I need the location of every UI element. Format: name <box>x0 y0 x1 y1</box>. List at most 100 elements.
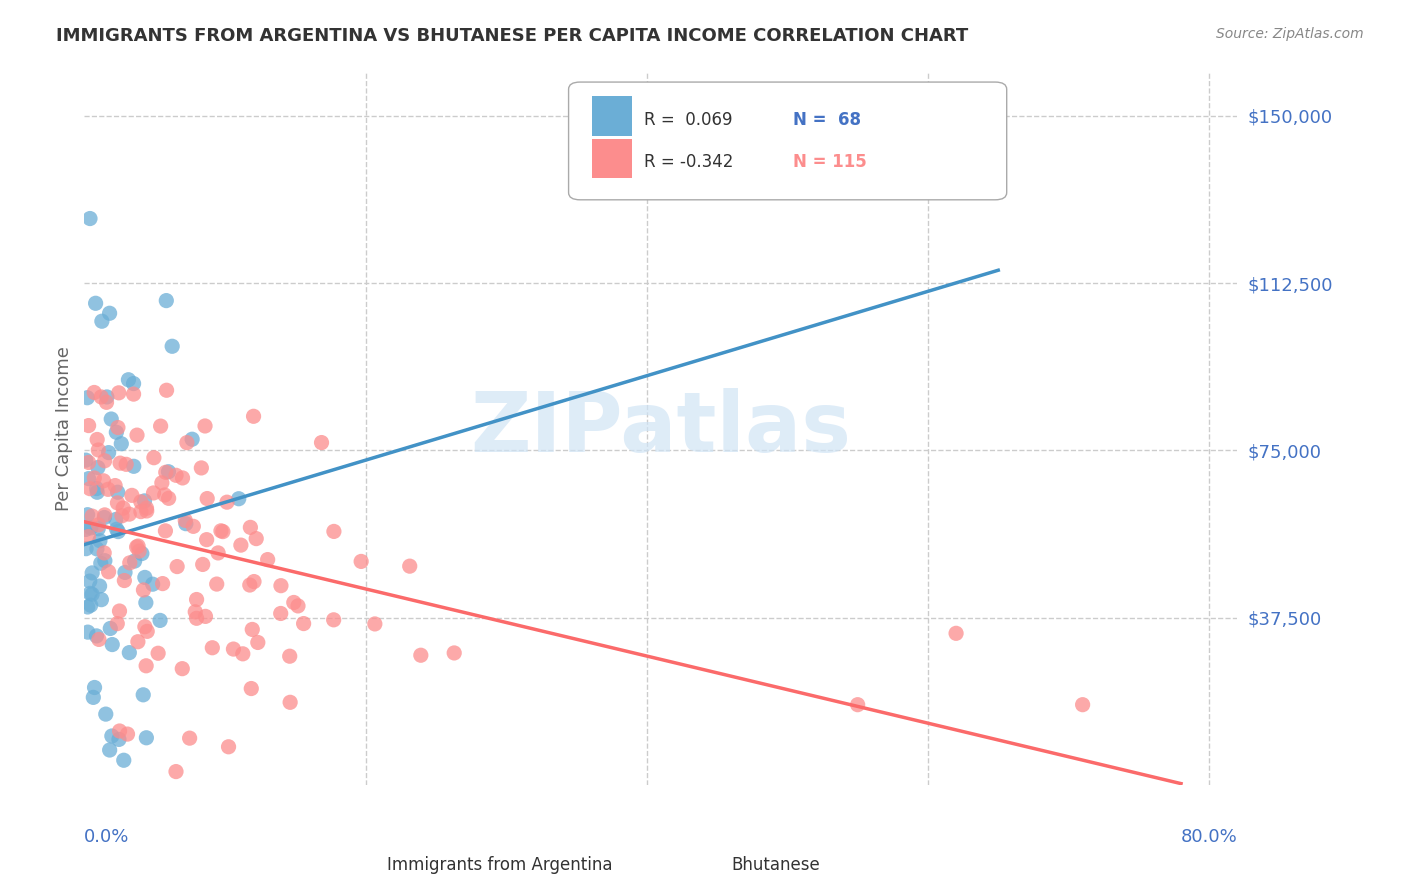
Point <box>90 592 112 607</box>
Point <box>172 662 194 676</box>
Point <box>194 419 217 434</box>
Point <box>107 485 129 500</box>
Point <box>239 578 262 592</box>
Point <box>134 570 156 584</box>
Point <box>82 690 104 705</box>
Point <box>287 599 309 613</box>
Point <box>1071 698 1094 712</box>
FancyBboxPatch shape <box>592 96 633 136</box>
Point <box>153 488 176 502</box>
Point <box>86 482 108 496</box>
Point <box>77 455 100 469</box>
Point <box>270 579 292 593</box>
Point <box>87 522 110 536</box>
Point <box>122 376 145 391</box>
Point <box>118 646 141 660</box>
Point <box>90 390 112 404</box>
Point <box>184 605 207 619</box>
Point <box>96 390 118 404</box>
FancyBboxPatch shape <box>373 842 402 871</box>
Point <box>104 512 127 526</box>
Point <box>82 509 104 524</box>
Point <box>86 485 108 500</box>
Point <box>104 478 127 492</box>
Point <box>108 732 131 747</box>
Point <box>278 649 301 664</box>
Text: N = 115: N = 115 <box>793 153 868 171</box>
Point <box>111 508 134 523</box>
Point <box>945 626 967 640</box>
Point <box>155 293 177 308</box>
Point <box>105 616 128 631</box>
Point <box>195 491 218 506</box>
Point <box>117 373 139 387</box>
Point <box>157 465 180 479</box>
Point <box>150 475 173 490</box>
Point <box>160 339 183 353</box>
Point <box>190 461 212 475</box>
Point <box>90 556 112 570</box>
Point <box>87 442 110 457</box>
Point <box>79 211 101 226</box>
Point <box>228 491 250 506</box>
Point <box>222 642 245 657</box>
Point <box>191 558 214 572</box>
Point <box>209 524 232 538</box>
Point <box>101 729 124 743</box>
Point <box>112 753 135 767</box>
Text: Source: ZipAtlas.com: Source: ZipAtlas.com <box>1216 27 1364 41</box>
Point <box>118 556 141 570</box>
Point <box>100 412 122 426</box>
Point <box>86 433 108 447</box>
Point <box>229 538 252 552</box>
Point <box>127 634 149 648</box>
Point <box>846 698 869 712</box>
Point <box>77 472 100 486</box>
Point <box>84 296 107 310</box>
Point <box>108 604 131 618</box>
FancyBboxPatch shape <box>683 842 713 871</box>
Point <box>246 635 269 649</box>
Point <box>194 609 217 624</box>
Point <box>83 471 105 485</box>
Point <box>93 508 115 522</box>
Point <box>115 458 138 472</box>
Point <box>155 384 177 398</box>
Point <box>76 391 98 405</box>
Text: 0.0%: 0.0% <box>84 828 129 846</box>
Point <box>409 648 432 663</box>
Point <box>132 688 155 702</box>
Point <box>122 387 145 401</box>
Point <box>80 598 103 612</box>
Point <box>75 453 97 467</box>
Point <box>76 625 98 640</box>
Point <box>364 616 387 631</box>
Point <box>232 647 254 661</box>
Point <box>108 724 131 739</box>
Point <box>87 460 110 475</box>
Point <box>243 574 266 589</box>
Point <box>79 586 101 600</box>
Point <box>94 554 117 568</box>
Point <box>270 607 292 621</box>
Point <box>240 623 263 637</box>
Point <box>186 592 208 607</box>
Point <box>131 547 153 561</box>
Point <box>322 613 344 627</box>
Point <box>89 579 111 593</box>
Point <box>242 409 264 424</box>
Point <box>82 566 104 580</box>
Point <box>136 624 159 639</box>
Point <box>93 454 115 468</box>
Point <box>205 577 228 591</box>
Point <box>107 420 129 434</box>
Point <box>87 632 110 647</box>
Point <box>398 559 420 574</box>
Point <box>142 577 165 591</box>
Point <box>87 517 110 532</box>
Point <box>108 456 131 470</box>
Point <box>107 385 129 400</box>
Point <box>174 513 197 527</box>
Point <box>135 731 157 745</box>
Point <box>181 432 204 446</box>
